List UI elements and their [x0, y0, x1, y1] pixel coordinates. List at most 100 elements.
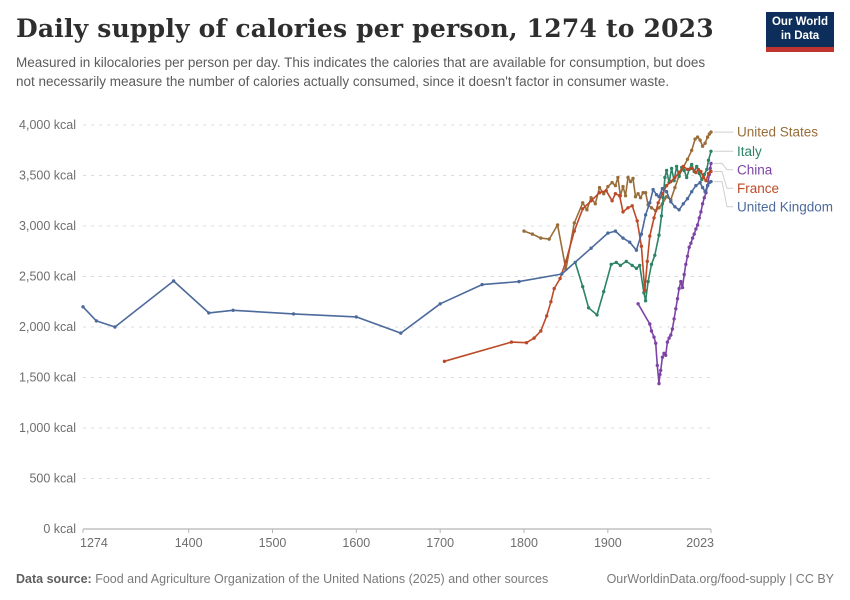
data-point [657, 233, 661, 237]
y-tick-label: 4,000 kcal [19, 118, 76, 132]
data-point [94, 319, 99, 323]
data-point [645, 259, 649, 264]
data-point [610, 180, 614, 185]
data-point [695, 223, 700, 227]
data-point [589, 246, 593, 250]
data-point [658, 372, 662, 377]
data-point [699, 210, 703, 214]
data-point [664, 195, 669, 199]
data-point [685, 254, 690, 258]
credit-link[interactable]: OurWorldinData.org/food-supply | CC BY [606, 572, 834, 586]
data-point [354, 315, 358, 319]
data-point [657, 195, 661, 199]
data-point [685, 167, 690, 172]
y-tick-label: 2,500 kcal [19, 270, 76, 284]
data-point [593, 202, 597, 206]
line-china[interactable] [637, 163, 712, 385]
legend-label-china[interactable]: China [737, 162, 773, 177]
data-point [643, 213, 648, 217]
series-france[interactable] [442, 164, 713, 363]
data-point [643, 191, 648, 195]
legend-label-united-states[interactable]: United States [737, 125, 818, 140]
legend-label-france[interactable]: France [737, 181, 779, 196]
data-point [659, 214, 664, 218]
data-point [613, 192, 618, 196]
y-tick-label: 2,000 kcal [19, 320, 76, 334]
data-point [693, 137, 697, 141]
data-point [602, 192, 606, 196]
legend-connector [714, 171, 733, 189]
data-point [651, 187, 655, 192]
data-point [709, 169, 713, 174]
x-tick-label: 2023 [686, 536, 714, 550]
owid-logo[interactable]: Our World in Data [766, 12, 834, 52]
data-point [555, 223, 560, 227]
x-tick-label: 1600 [342, 536, 370, 550]
data-point [624, 259, 628, 264]
legend-connector [714, 181, 733, 208]
data-point [638, 263, 642, 268]
legend-label-united-kingdom[interactable]: United Kingdom [737, 199, 833, 214]
data-point [631, 176, 635, 181]
data-point [602, 289, 606, 294]
data-point [438, 302, 442, 306]
data-point [589, 199, 593, 203]
data-point [572, 229, 576, 233]
data-point [552, 286, 556, 291]
data-point [677, 170, 681, 175]
data-point [659, 368, 663, 373]
data-point [709, 149, 713, 153]
data-source: Data source: Food and Agriculture Organi… [16, 572, 548, 586]
data-point [652, 216, 656, 220]
data-point [613, 183, 618, 188]
data-point [643, 299, 648, 303]
data-point [595, 313, 599, 317]
data-point [700, 185, 705, 190]
data-point [581, 207, 585, 211]
series-united-states[interactable] [522, 130, 713, 272]
data-point [705, 183, 710, 188]
chart-title: Daily supply of calories per person, 127… [16, 14, 714, 43]
line-united-kingdom[interactable] [82, 180, 712, 334]
series-united-kingdom[interactable] [81, 179, 713, 335]
data-point [654, 341, 658, 345]
line-italy[interactable] [574, 151, 712, 316]
data-point [643, 288, 647, 293]
data-point [673, 205, 677, 209]
data-point [207, 311, 211, 315]
data-point [682, 168, 686, 173]
data-point [231, 308, 235, 312]
data-point [621, 210, 625, 214]
data-point [635, 219, 639, 223]
data-point [682, 272, 686, 277]
series-italy[interactable] [573, 149, 713, 317]
data-point [549, 300, 553, 304]
data-point [694, 183, 698, 188]
data-point [708, 166, 712, 171]
data-point [581, 201, 585, 205]
data-point [706, 171, 711, 176]
data-point [522, 229, 526, 233]
data-point [675, 297, 680, 301]
data-point [674, 164, 679, 169]
series-china[interactable] [636, 161, 713, 386]
data-point [657, 206, 661, 210]
legend-label-italy[interactable]: Italy [737, 144, 762, 159]
data-point [641, 191, 645, 195]
data-point [669, 333, 673, 337]
line-united-states[interactable] [523, 131, 712, 271]
data-point [623, 194, 628, 198]
data-point [680, 285, 685, 290]
owid-logo-text: Our World in Data [766, 12, 834, 47]
data-point [700, 202, 705, 206]
data-point [653, 253, 657, 257]
data-point [709, 179, 713, 184]
data-point [558, 276, 562, 281]
x-tick-label: 1900 [594, 536, 622, 550]
data-point [539, 236, 543, 240]
data-point [705, 167, 709, 172]
chart-header: Daily supply of calories per person, 127… [16, 12, 834, 91]
data-point [480, 282, 484, 287]
data-point [652, 335, 656, 339]
